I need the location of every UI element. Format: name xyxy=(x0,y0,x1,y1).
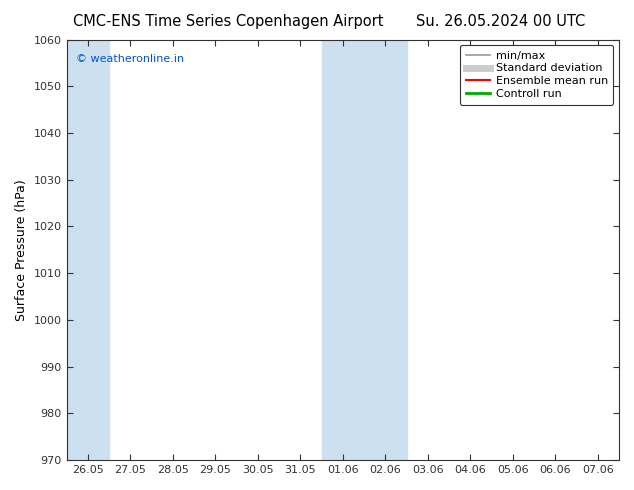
Y-axis label: Surface Pressure (hPa): Surface Pressure (hPa) xyxy=(15,179,28,321)
Bar xyxy=(321,40,406,460)
Legend: min/max, Standard deviation, Ensemble mean run, Controll run: min/max, Standard deviation, Ensemble me… xyxy=(460,45,614,104)
Bar xyxy=(67,40,109,460)
Text: Su. 26.05.2024 00 UTC: Su. 26.05.2024 00 UTC xyxy=(417,14,585,29)
Text: CMC-ENS Time Series Copenhagen Airport: CMC-ENS Time Series Copenhagen Airport xyxy=(73,14,384,29)
Text: © weatheronline.in: © weatheronline.in xyxy=(77,54,184,64)
